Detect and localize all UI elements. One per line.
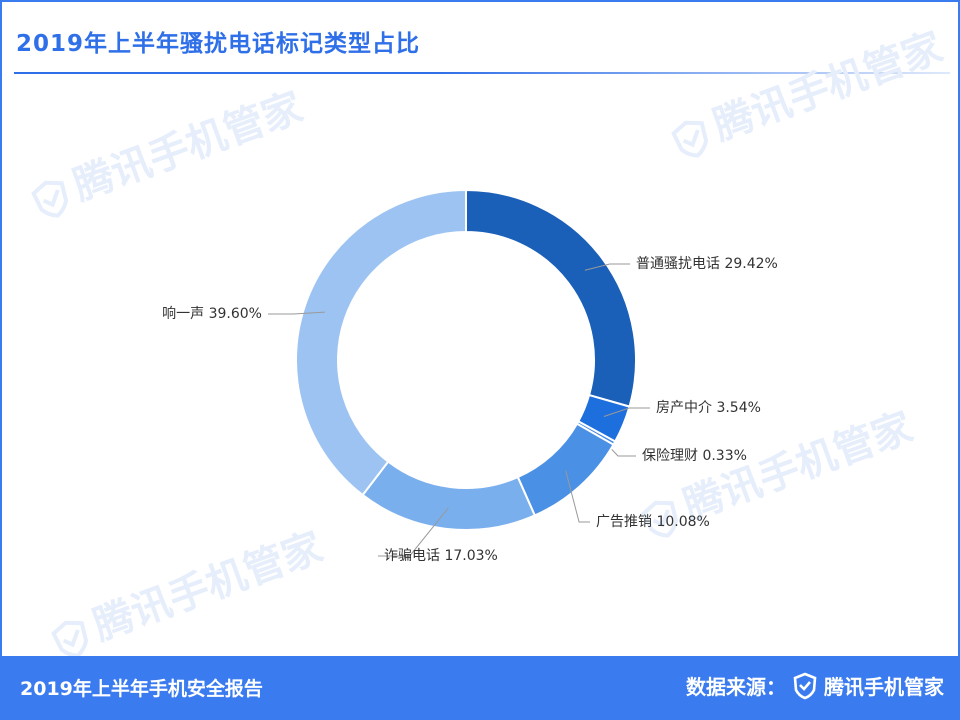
slice-label: 普通骚扰电话 29.42% xyxy=(636,256,778,272)
footer-source-label: 数据来源： xyxy=(686,675,786,699)
label-leader-line xyxy=(584,263,630,271)
label-leader-line xyxy=(268,311,325,315)
footer-bar: 2019年上半年手机安全报告 数据来源： 腾讯手机管家 xyxy=(2,656,958,718)
donut-chart: 普通骚扰电话 29.42% 房产中介 3.54% 保险理财 0.33% 广告推销 10… xyxy=(162,188,778,564)
label-leader-line xyxy=(378,507,449,557)
page-title: 2019年上半年骚扰电话标记类型占比 xyxy=(16,31,421,57)
slice-label: 房产中介 3.54% xyxy=(656,400,761,416)
donut-slice xyxy=(295,188,467,497)
footer-source: 数据来源： 腾讯手机管家 xyxy=(686,671,944,700)
footer-brand: 腾讯手机管家 xyxy=(824,675,944,699)
slice-label: 诈骗电话 17.03% xyxy=(384,548,498,564)
shield-logo-icon xyxy=(793,672,817,699)
title-divider xyxy=(14,72,950,74)
slice-label: 响一声 39.60% xyxy=(162,306,262,322)
donut-slice xyxy=(516,422,615,517)
footer-report-name: 2019年上半年手机安全报告 xyxy=(20,678,263,700)
donut-slice xyxy=(361,460,537,531)
label-leader-line xyxy=(603,407,650,417)
slice-label: 保险理财 0.33% xyxy=(642,448,747,464)
slice-label: 广告推销 10.08% xyxy=(596,514,710,530)
donut-slice xyxy=(465,188,637,408)
label-leader-line xyxy=(565,470,590,523)
